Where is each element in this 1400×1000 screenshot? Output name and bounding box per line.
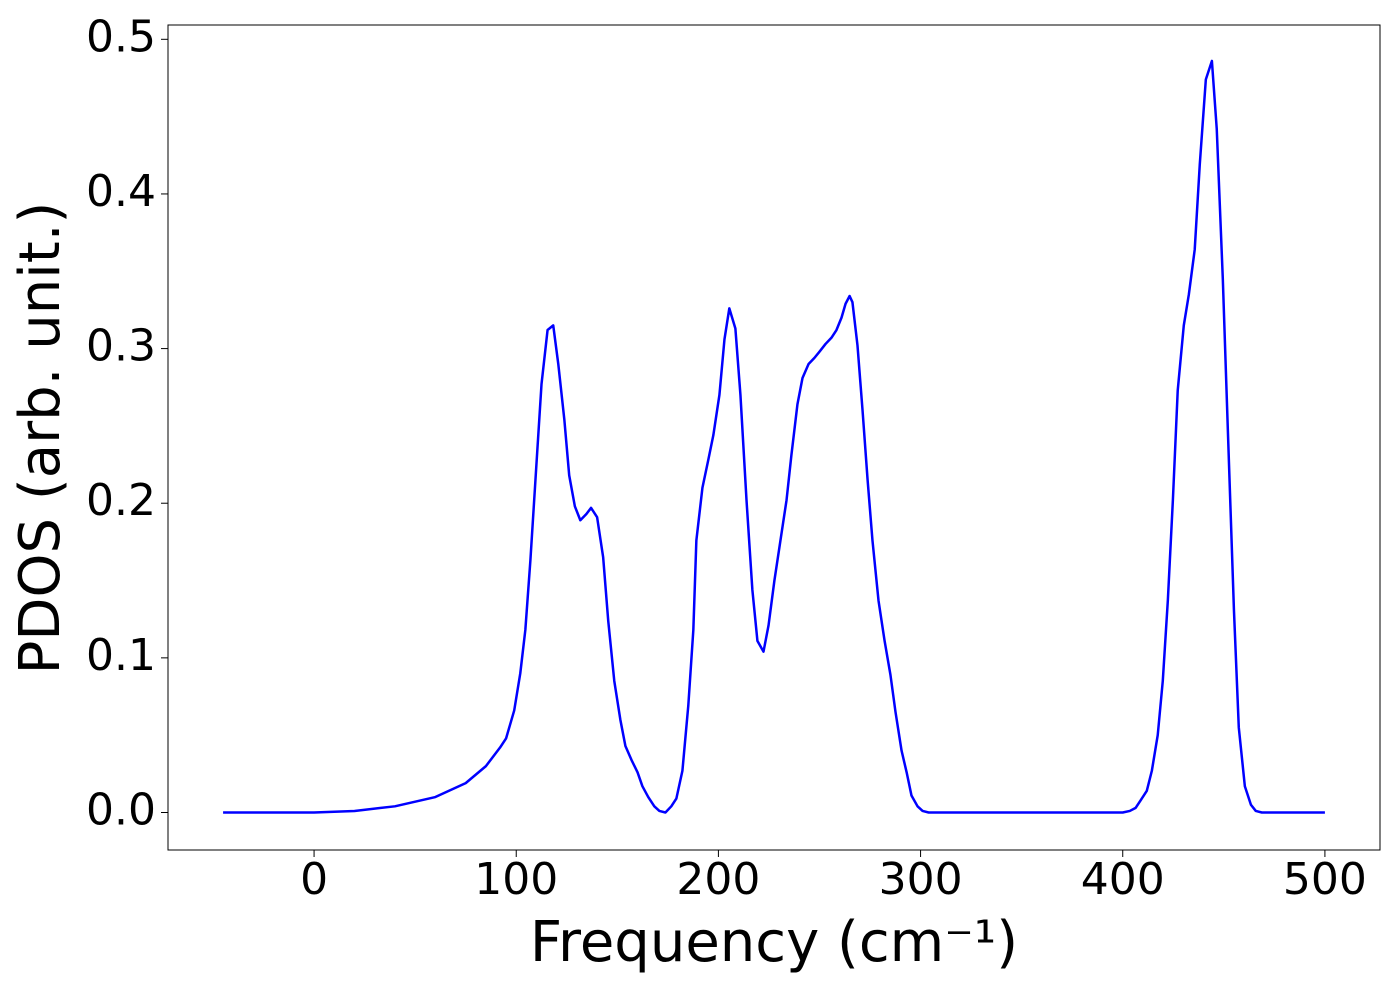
y-tick-label: 0.3 xyxy=(86,321,156,372)
x-axis-label: Frequency (cm⁻¹) xyxy=(530,910,1018,975)
y-tick-label: 0.0 xyxy=(86,785,156,836)
y-axis-label: PDOS (arb. unit.) xyxy=(8,202,73,675)
y-tick-label: 0.4 xyxy=(86,166,156,217)
plot-frame xyxy=(167,24,1381,851)
x-tick-label: 0 xyxy=(300,854,328,905)
x-tick-label: 100 xyxy=(474,854,558,905)
y-tick-label: 0.1 xyxy=(86,630,156,681)
line xyxy=(223,59,1325,814)
x-tick-label: 300 xyxy=(879,854,963,905)
x-tick-label: 200 xyxy=(676,854,760,905)
x-tick-label: 500 xyxy=(1283,854,1367,905)
y-tick-label: 0.5 xyxy=(86,11,156,62)
x-tick-label: 400 xyxy=(1081,854,1165,905)
y-tick-label: 0.2 xyxy=(86,475,156,526)
